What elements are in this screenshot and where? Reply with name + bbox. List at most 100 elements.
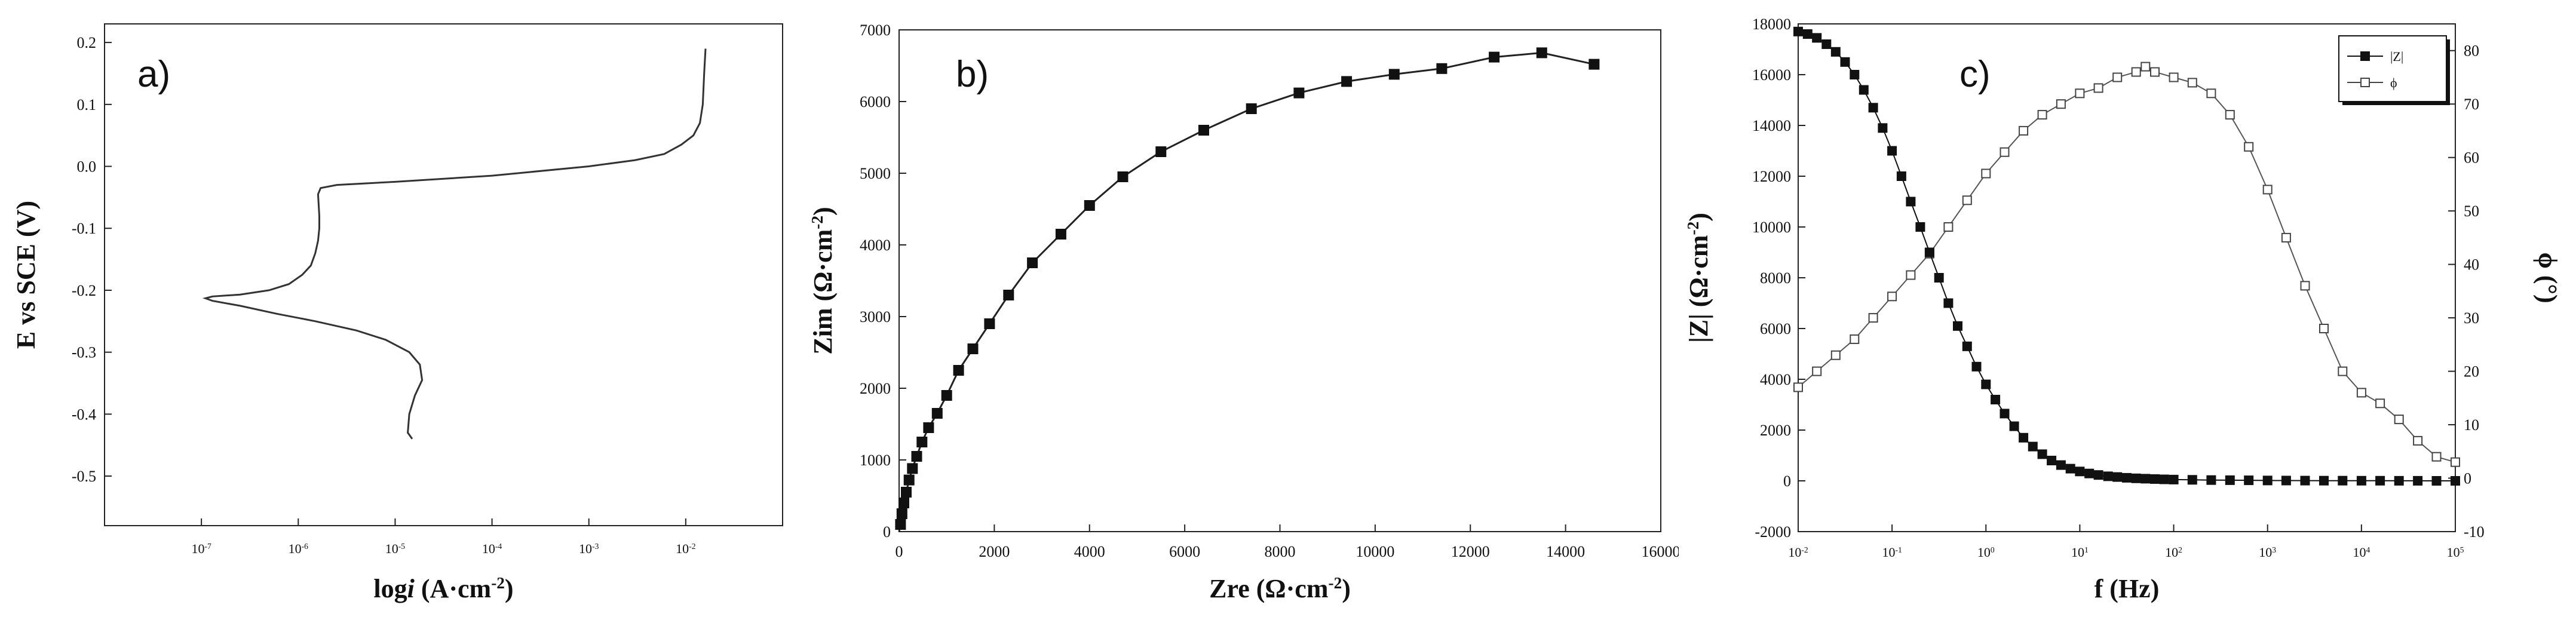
data-point [923, 422, 934, 433]
data-point [931, 408, 943, 419]
impedance-point [2103, 471, 2113, 481]
y-left-tick-label: 2000 [1760, 422, 1791, 439]
impedance-point [1793, 26, 1803, 36]
plot-frame [104, 23, 783, 526]
phase-point [2187, 78, 2197, 88]
y-left-tick-label: 4000 [1760, 371, 1791, 388]
data-point [1084, 200, 1095, 211]
x-tick-label: 10-5 [385, 541, 406, 556]
phase-point [2394, 415, 2404, 425]
y-left-tick-label: 0 [1783, 472, 1791, 490]
impedance-point [2338, 475, 2348, 486]
data-point [903, 474, 915, 486]
phase-point [2206, 88, 2216, 99]
legend-marker-z [2360, 51, 2370, 61]
impedance-point [1840, 57, 1850, 67]
phase-point [2037, 110, 2047, 120]
x-tick-label: 8000 [1265, 543, 1296, 560]
y-tick-label: 0.2 [77, 34, 97, 51]
phase-point [1830, 350, 1841, 360]
impedance-point [1981, 379, 1991, 389]
y-axis-label: Zim (Ω·cm-2) [808, 207, 838, 354]
phase-point [2056, 99, 2066, 109]
x-tick-label: 10-2 [1788, 545, 1808, 560]
impedance-point [2028, 441, 2038, 452]
data-point [1055, 229, 1066, 240]
phase-point [1887, 291, 1897, 302]
phase-point [2338, 366, 2348, 376]
y-left-tick-label: 8000 [1760, 269, 1791, 287]
y-axis-label: E vs SCE (V) [11, 201, 41, 349]
bode-chart: -2000 0 2000 4000 6000 8000 10000 12000 14000 160… [1684, 16, 2562, 603]
y-right-tick-label: 30 [2464, 309, 2479, 327]
phase-point [2300, 281, 2310, 291]
phase-point [2244, 142, 2254, 152]
impedance-point [1859, 85, 1869, 95]
impedance-point [2037, 449, 2047, 459]
x-tick-label: 16000 [1642, 543, 1679, 560]
phase-point [2019, 125, 2029, 136]
impedance-point [2281, 475, 2291, 486]
y-tick-label: 3000 [860, 308, 891, 326]
impedance-point [1971, 361, 1982, 372]
impedance-point [2140, 474, 2151, 484]
impedance-point [1953, 321, 1962, 331]
data-point [1436, 63, 1448, 74]
x-tick-label: 101 [2071, 545, 2089, 560]
nyquist-chart: 0 1000 2000 3000 4000 5000 6000 7000 0 2000 4000 60… [808, 22, 1679, 603]
y-tick-label: -0.5 [72, 468, 96, 485]
y-right-tick-label: 50 [2464, 202, 2479, 220]
impedance-point [2047, 456, 2057, 465]
impedance-point [2009, 421, 2019, 431]
data-point [967, 343, 979, 354]
impedance-point [2056, 460, 2066, 470]
legend-marker-phase [2360, 78, 2370, 87]
impedance-point [2187, 475, 2197, 485]
phase-point [2356, 388, 2366, 398]
impedance-point [1887, 146, 1897, 156]
data-point [1536, 47, 1547, 59]
phase-curve [1798, 66, 2456, 463]
impedance-point [1943, 298, 1954, 308]
impedance-point [2244, 475, 2254, 486]
impedance-point [2093, 470, 2103, 480]
x-axis-label: Zre (Ω·cm-2) [1209, 574, 1351, 603]
phase-point [2075, 88, 2085, 99]
x-tick-label: 105 [2447, 545, 2464, 560]
legend-box [2338, 35, 2447, 102]
impedance-point [2000, 409, 2010, 419]
phase-point [2451, 457, 2460, 467]
data-point [895, 519, 906, 530]
impedance-point [1878, 123, 1888, 133]
x-axis-label: f (Hz) [2094, 574, 2160, 603]
phase-point [2319, 324, 2329, 333]
phase-point [1906, 270, 1916, 280]
y-tick-label: 0.0 [77, 158, 97, 176]
impedance-point [1991, 395, 2001, 404]
polarization-chart: -0.5 -0.4 -0.3 -0.2 -0.1 0.0 0.1 0.2 10-7 10-6 10-… [11, 23, 783, 603]
x-tick-label: 10000 [1356, 543, 1394, 560]
y-left-tick-label: 12000 [1752, 168, 1791, 185]
figure-a: -0.5 -0.4 -0.3 -0.2 -0.1 0.0 0.1 0.2 10-7 10-6 10-… [0, 0, 795, 623]
y-right-tick-label: -10 [2464, 523, 2485, 541]
panel-label: b) [956, 54, 989, 95]
panel-label: a) [137, 54, 170, 95]
data-point [1293, 87, 1305, 99]
impedance-point [2131, 473, 2141, 483]
data-point [1489, 51, 1500, 63]
impedance-point [1821, 39, 1832, 49]
y-tick-label: 7000 [860, 22, 891, 39]
x-tick-label: 6000 [1169, 543, 1200, 560]
data-point [1588, 59, 1600, 70]
phase-point [2431, 452, 2442, 462]
data-point [1027, 257, 1038, 268]
phase-point [2140, 62, 2151, 72]
impedance-point [2356, 475, 2366, 486]
y-tick-label: 4000 [860, 237, 891, 254]
impedance-point [2084, 468, 2094, 478]
data-point [1246, 103, 1257, 114]
x-tick-label: 10-2 [676, 541, 696, 556]
impedance-point [1850, 70, 1860, 79]
x-tick-label: 10-3 [579, 541, 599, 556]
phase-point [2093, 83, 2103, 93]
